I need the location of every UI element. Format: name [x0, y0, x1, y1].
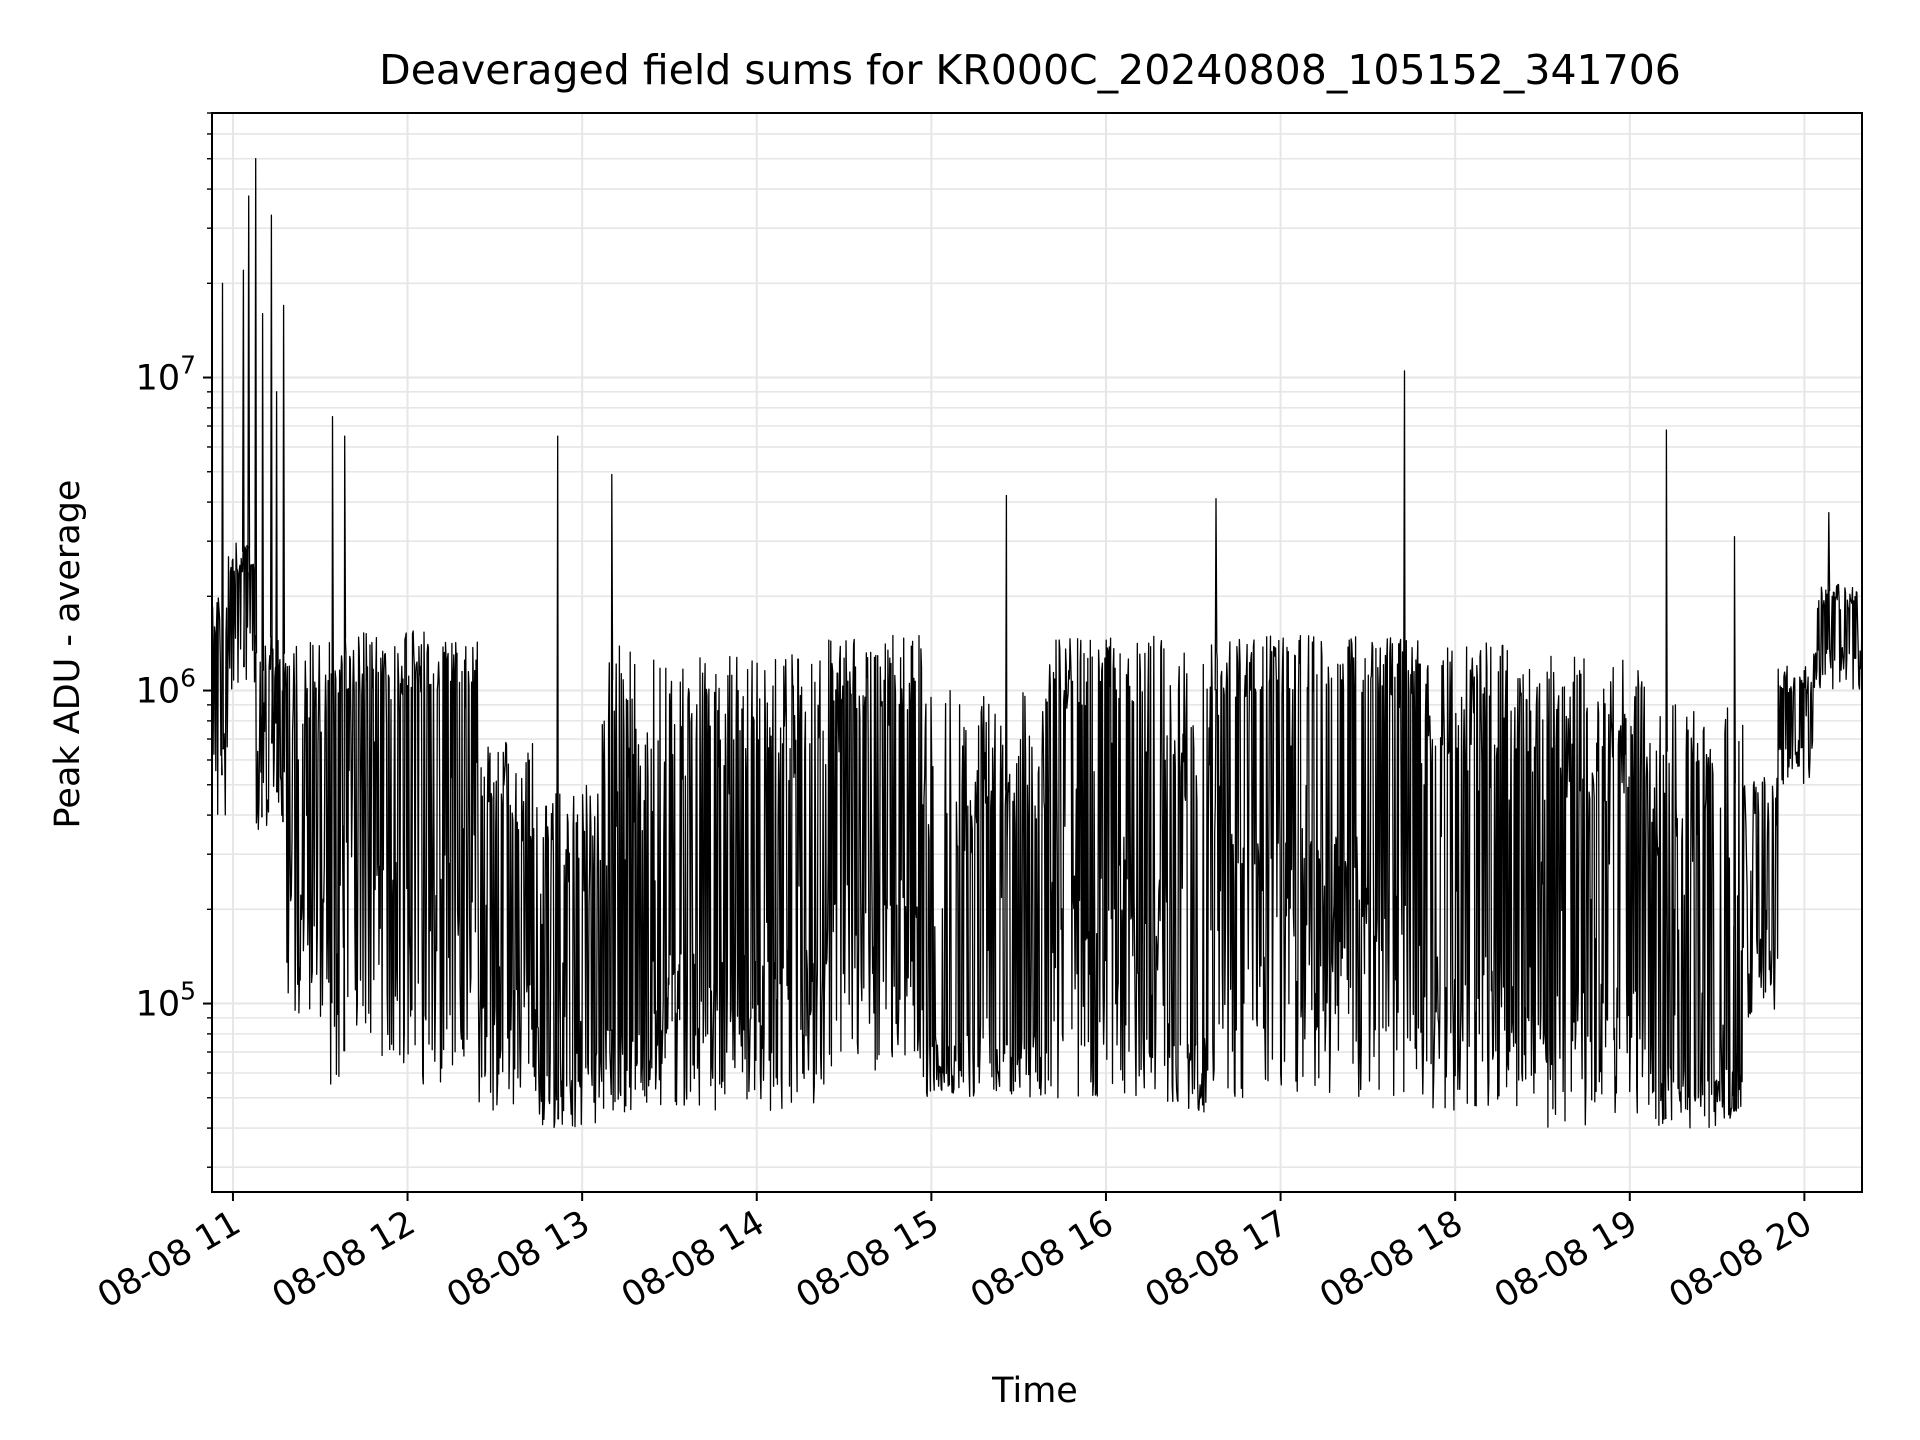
y-tick-label: 107: [136, 351, 196, 399]
plot-frame: [211, 112, 1863, 1193]
y-tick-label: 106: [136, 664, 196, 712]
chart-title: Deaveraged field sums for KR000C_2024080…: [379, 46, 1681, 94]
y-tick-label: 105: [136, 977, 196, 1025]
y-axis-label: Peak ADU - average: [48, 480, 88, 829]
series-line: [211, 158, 1863, 1129]
x-axis-label: Time: [991, 1371, 1078, 1411]
series-path: [211, 158, 1863, 1129]
y-axis: 105 106 107: [136, 112, 212, 1168]
